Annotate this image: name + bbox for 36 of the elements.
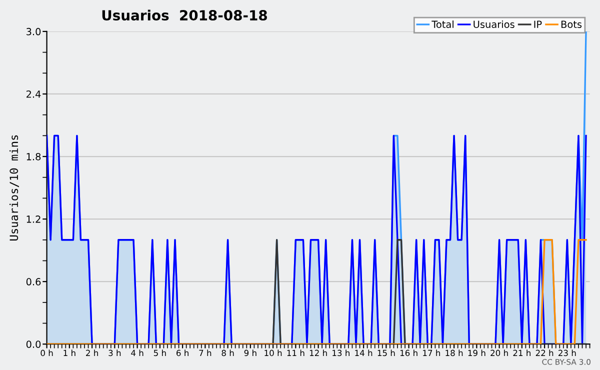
x-tick-label: 18 h [446, 350, 463, 356]
x-tick-label: 1 h [64, 350, 76, 356]
x-tick-label: 8 h [222, 350, 234, 356]
x-tick-label: 13 h [332, 350, 350, 356]
y-tick-label: 0.6 [26, 278, 41, 286]
legend-label: Total [432, 20, 454, 28]
x-tick-label: 4 h [131, 350, 144, 356]
y-tick-label: 2.4 [26, 90, 41, 98]
x-tick-label: 15 h [378, 350, 395, 356]
x-tick-label: 22 h [536, 350, 554, 356]
x-tick-label: 7 h [199, 350, 212, 356]
x-tick-label: 19 h [468, 350, 486, 356]
y-tick-label: 3.0 [26, 28, 41, 36]
x-tick-label: 21 h [513, 350, 530, 356]
x-tick-label: 0 h [40, 350, 53, 356]
x-tick-label: 2 h [86, 350, 98, 356]
legend-label: IP [534, 20, 542, 28]
x-tick-label: 9 h [244, 350, 256, 356]
y-tick-label: 1.8 [26, 152, 41, 160]
x-tick-label: 6 h [176, 350, 188, 356]
x-tick-label: 14 h [355, 350, 372, 356]
y-axis-title: Usuarios/10 mins [9, 135, 19, 240]
y-tick-label: 0.0 [26, 340, 41, 348]
x-tick-label: 12 h [310, 350, 327, 356]
x-tick-label: 23 h [558, 350, 576, 356]
x-tick-label: 11 h [287, 350, 304, 356]
x-tick-label: 5 h [154, 350, 166, 356]
x-tick-label: 16 h [400, 350, 418, 356]
x-tick-label: 20 h [490, 350, 508, 356]
x-tick-label: 10 h [264, 350, 282, 356]
chart-title: Usuarios 2018-08-18 [102, 10, 267, 21]
legend-label: Bots [561, 20, 582, 28]
y-tick-label: 1.2 [26, 216, 40, 223]
x-tick-label: 17 h [423, 350, 440, 356]
legend-label: Usuarios [474, 20, 514, 28]
x-tick-label: 3 h [108, 350, 121, 356]
